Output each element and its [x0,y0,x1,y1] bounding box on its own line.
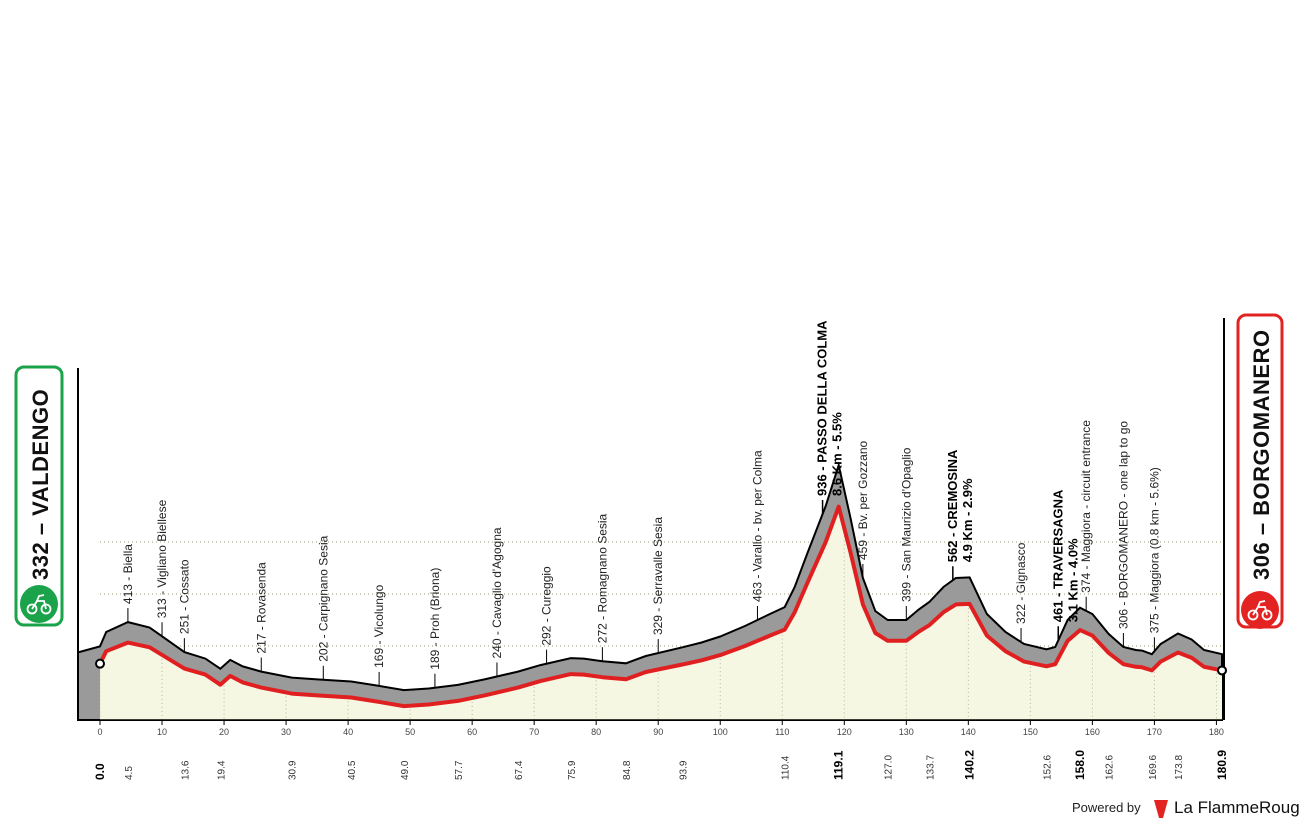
km-marker-label: 158.0 [1073,750,1087,780]
x-tick-label: 0 [97,727,102,737]
km-marker-label: 127.0 [884,755,895,780]
poi-label: 292 - Cureggio [540,566,554,646]
x-tick-label: 150 [1023,727,1038,737]
x-tick-label: 90 [653,727,663,737]
km-marker-label: 84.8 [622,760,633,780]
km-marker-label: 140.2 [963,750,977,780]
finish-badge: 306 – BORGOMANERO [1236,313,1284,629]
poi-label: 459 - Bv. per Gozzano [856,441,870,561]
start-marker [95,658,105,669]
x-tick-label: 180 [1209,727,1224,737]
poi-label: 463 - Varallo - bv. per Colma [750,450,764,602]
flamme-rouge-flag-icon [1154,800,1168,818]
km-marker-label: 4.5 [124,766,135,780]
km-markers: 0.0 4.5 13.6 19.4 30.9 40.5 49.0 57.7 67.4 75.9 84… [93,750,1229,780]
km-marker-label: 162.6 [1104,755,1115,780]
km-marker-label: 0.0 [93,763,107,780]
route-line [98,504,1223,709]
poi-label: 306 - BORGOMANERO - one lap to go [1116,421,1130,629]
powered-by-text: Powered by [1072,800,1141,815]
poi-label: 322 - Gignasco [1014,542,1028,624]
brand-name: La FlammeRouge [1174,798,1300,817]
x-tick-label: 110 [775,727,789,737]
x-tick-label: 170 [1147,727,1162,737]
poi-label: 189 - Proh (Briona) [428,568,442,670]
km-marker-label: 67.4 [514,760,525,780]
finish-marker [1217,665,1227,676]
poi-label: 251 - Cossato [177,559,191,634]
km-marker-label: 30.9 [288,760,299,780]
x-tick-label: 50 [405,727,415,737]
poi-label: 329 - Serravalle Sesia [651,517,665,635]
start-label: 332 – VALDENGO [28,389,53,580]
km-marker-label: 173.8 [1174,755,1185,780]
poi-label: 313 - Vigliano Biellese [155,499,169,618]
poi-label: 169 - Vicolungo [372,584,386,668]
km-marker-label: 180.9 [1215,750,1229,780]
poi-sublabel: 3.1 Km - 4.0% [1065,538,1080,622]
x-tick-label: 20 [219,727,229,737]
km-marker-label: 152.6 [1042,755,1053,780]
poi-label: 936 - PASSO DELLA COLMA [815,320,830,496]
poi-label: 240 - Cavaglio d'Agogna [490,527,504,658]
km-marker-label: 119.1 [832,750,846,780]
km-marker-label: 93.9 [678,760,689,780]
x-tick-label: 80 [591,727,601,737]
poi-label: 562 - CREMOSINA [945,449,960,562]
km-marker-label: 19.4 [216,760,227,780]
poi-label: 217 - Rovasenda [254,562,268,654]
footer-branding: Powered by La FlammeRouge [1072,798,1300,818]
poi-label: 374 - Maggiora - circuit entrance [1079,420,1093,593]
km-marker-label: 75.9 [567,760,578,780]
x-tick-label: 140 [961,727,976,737]
points-of-interest: 413 - Biella 313 - Vigliano Biellese 251 -… [121,320,1161,688]
poi-label: 461 - TRAVERSAGNA [1050,489,1065,622]
poi-sublabel: 8.6 Km - 5.5% [830,412,845,496]
km-marker-label: 169.6 [1148,755,1159,780]
km-marker-label: 110.4 [781,755,792,780]
x-tick-label: 120 [837,727,852,737]
poi-label: 413 - Biella [121,544,135,604]
poi-label: 399 - San Maurizio d'Opaglio [899,447,913,602]
x-tick-label: 40 [343,727,353,737]
route-fill-area [100,506,1222,720]
x-tick-label: 30 [281,727,291,737]
km-marker-label: 57.7 [454,760,465,780]
start-badge: 332 – VALDENGO [14,365,64,627]
poi-label: 272 - Romagnano Sesia [595,513,609,643]
x-tick-label: 70 [529,727,539,737]
poi-sublabel: 4.9 Km - 2.9% [960,478,975,562]
finish-cyclist-icon [1241,591,1279,629]
poi-label: 202 - Carpignano Sesia [316,535,330,661]
km-marker-label: 133.7 [925,755,936,780]
poi-label: 375 - Maggiora (0.8 km - 5.6%) [1147,467,1161,633]
finish-label: 306 – BORGOMANERO [1249,329,1274,580]
x-tick-label: 130 [899,727,914,737]
x-tick-label: 100 [713,727,728,737]
x-tick-label: 60 [467,727,477,737]
km-marker-label: 13.6 [180,760,191,780]
km-marker-label: 49.0 [400,760,411,780]
x-tick-label: 10 [157,727,167,737]
x-tick-label: 160 [1085,727,1100,737]
x-axis: 0 10 20 30 40 50 60 70 80 90 100 110 120 130 140 150 160… [77,318,1227,737]
km-marker-label: 40.5 [347,760,358,780]
start-cyclist-icon [20,585,58,623]
